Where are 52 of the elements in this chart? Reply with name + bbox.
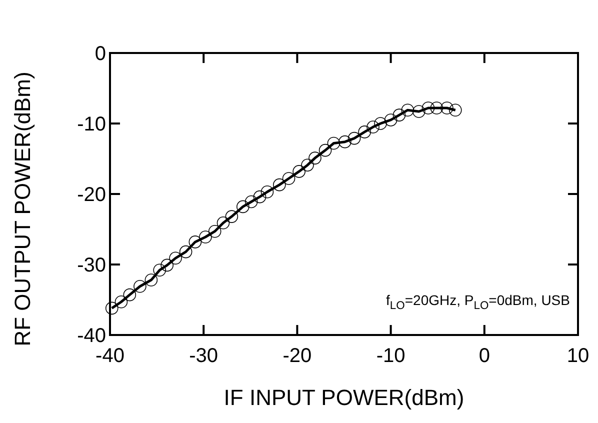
y-tick-label: -30 — [77, 254, 106, 276]
point — [348, 132, 361, 145]
x-axis-title: IF INPUT POWER(dBm) — [224, 385, 464, 410]
point — [338, 135, 352, 148]
point — [308, 152, 322, 164]
point — [384, 114, 398, 126]
point — [282, 172, 296, 185]
point — [430, 102, 444, 114]
point — [144, 274, 158, 286]
point — [153, 264, 166, 277]
point — [260, 185, 274, 198]
point — [448, 104, 462, 117]
x-tick-label: -10 — [376, 345, 406, 367]
point — [253, 190, 266, 204]
point — [273, 178, 286, 192]
point — [244, 195, 258, 208]
y-tick-label: 0 — [94, 43, 106, 65]
point — [292, 165, 306, 178]
point — [208, 224, 222, 238]
point — [160, 258, 174, 272]
point — [179, 245, 192, 258]
point — [301, 158, 314, 172]
point — [236, 200, 250, 214]
x-tick-label: -40 — [96, 345, 124, 367]
point — [392, 108, 406, 122]
point — [374, 117, 387, 130]
point — [188, 236, 202, 248]
point — [358, 126, 371, 138]
point — [412, 105, 426, 118]
y-tick-label: -10 — [77, 114, 106, 136]
point — [327, 136, 340, 150]
point — [366, 120, 380, 134]
point — [422, 102, 435, 114]
x-tick-label: -20 — [282, 345, 312, 367]
point — [199, 230, 212, 244]
x-tick-label: 0 — [478, 345, 490, 367]
point — [318, 144, 332, 157]
y-tick-label: -40 — [77, 325, 106, 347]
y-tick-label: -20 — [77, 184, 106, 206]
x-tick-label: 10 — [566, 345, 590, 367]
annotation: f$_{LO}$=20GHz, P$_{LO}$=0dBm, USB — [386, 292, 570, 312]
point — [169, 252, 182, 265]
point — [114, 295, 128, 308]
point — [401, 104, 414, 117]
point — [134, 280, 146, 293]
point — [216, 216, 230, 230]
point — [440, 102, 454, 114]
point — [123, 288, 136, 302]
point — [225, 210, 238, 223]
point — [105, 302, 118, 315]
x-tick-label: -30 — [189, 345, 218, 367]
y-axis-title: RF OUTPUT POWER(dBm) — [10, 72, 35, 346]
